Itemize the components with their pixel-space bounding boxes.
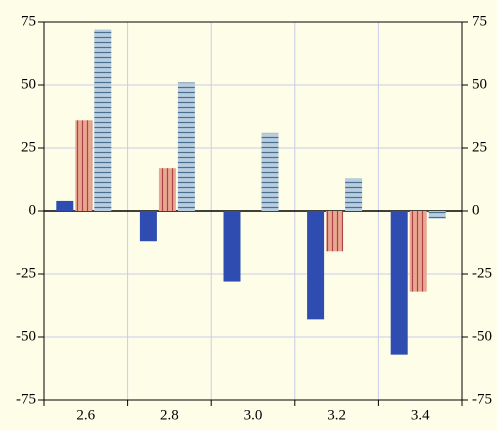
x-tick-label: 3.2 xyxy=(327,407,346,423)
bar xyxy=(75,120,93,211)
y2-tick-label: 0 xyxy=(472,202,480,218)
y2-tick-label: -75 xyxy=(472,391,492,407)
y-tick-label: -25 xyxy=(16,265,36,281)
x-tick-label: 3.4 xyxy=(411,407,430,423)
y2-tick-label: -25 xyxy=(472,265,492,281)
x-tick-label: 2.8 xyxy=(160,407,179,423)
y-tick-label: -75 xyxy=(16,391,36,407)
y-tick-label: 25 xyxy=(21,139,36,155)
bar xyxy=(326,211,344,252)
y-tick-label: 0 xyxy=(29,202,37,218)
bar xyxy=(307,211,325,320)
x-tick-label: 3.0 xyxy=(244,407,263,423)
y2-tick-label: 75 xyxy=(472,13,487,29)
y-tick-label: 50 xyxy=(21,76,36,92)
bar xyxy=(158,168,176,211)
y-tick-label: -50 xyxy=(16,328,36,344)
bar xyxy=(139,211,157,242)
bar xyxy=(409,211,427,292)
bar xyxy=(261,132,279,211)
y2-tick-label: 25 xyxy=(472,139,487,155)
y2-tick-label: -50 xyxy=(472,328,492,344)
bar xyxy=(177,82,195,211)
bar xyxy=(390,211,408,355)
y2-tick-label: 50 xyxy=(472,76,487,92)
bar xyxy=(428,211,446,219)
y-tick-label: 75 xyxy=(21,13,36,29)
bar xyxy=(56,200,74,211)
plot-frame xyxy=(43,21,463,401)
x-tick-label: 2.6 xyxy=(76,407,95,423)
bar xyxy=(345,178,363,211)
bar xyxy=(223,211,241,282)
bar xyxy=(94,29,112,212)
